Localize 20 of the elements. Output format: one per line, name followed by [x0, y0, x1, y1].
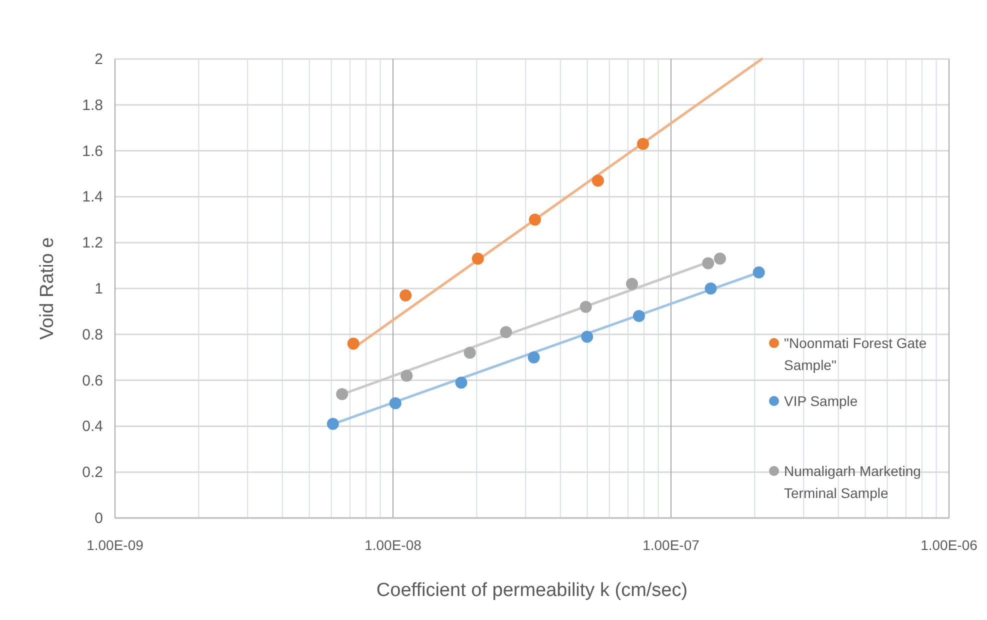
- x-tick-label: 1.00E-07: [642, 537, 700, 553]
- y-tick-label: 1: [94, 280, 103, 298]
- y-tick-label: 0.6: [82, 372, 103, 390]
- x-tick-label: 1.00E-09: [86, 537, 144, 553]
- x-tick-label: 1.00E-06: [920, 537, 978, 553]
- x-tick-label: 1.00E-08: [364, 537, 422, 553]
- y-tick-label: 0.2: [82, 464, 103, 482]
- y-tick-label: 1.6: [82, 142, 103, 160]
- y-tick-label: 0.4: [82, 418, 103, 436]
- y-axis-title: Void Ratio e: [37, 237, 58, 340]
- legend-label: "Noonmati Forest Gate Sample": [784, 335, 927, 373]
- y-tick-label: 1.2: [82, 234, 103, 252]
- legend-label: VIP Sample: [784, 393, 858, 409]
- y-tick-label: 0.8: [82, 326, 103, 344]
- x-axis-title: Coefficient of permeability k (cm/sec): [376, 580, 688, 601]
- y-tick-label: 2: [94, 51, 103, 68]
- y-tick-label: 0: [94, 510, 103, 527]
- y-tick-label: 1.8: [82, 96, 103, 114]
- y-tick-label: 1.4: [82, 188, 103, 206]
- legend-label: Numaligarh Marketing Terminal Sample: [784, 463, 921, 501]
